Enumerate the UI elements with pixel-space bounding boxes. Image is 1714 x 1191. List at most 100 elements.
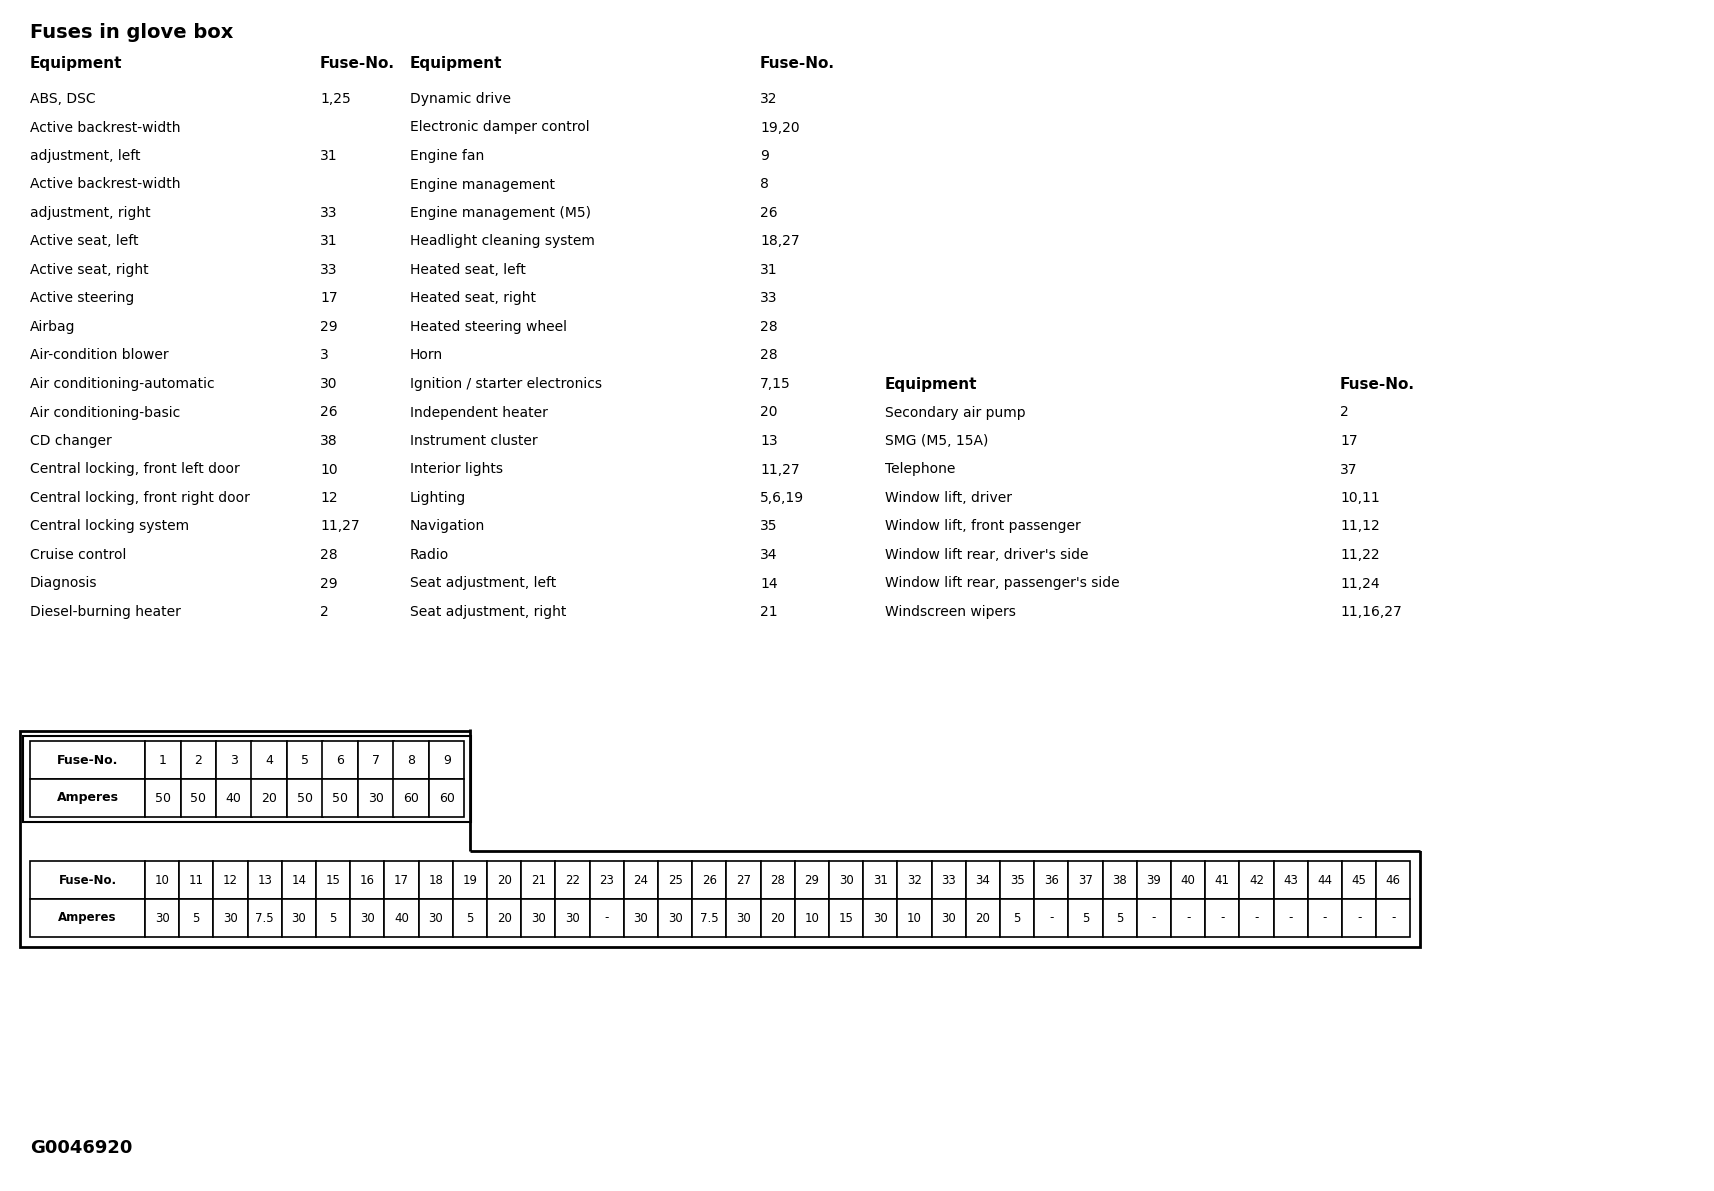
Text: 15: 15: [326, 873, 341, 886]
Text: -: -: [1253, 911, 1258, 924]
Text: 30: 30: [154, 911, 170, 924]
Text: 40: 40: [394, 911, 408, 924]
Text: 11,27: 11,27: [321, 519, 360, 534]
Bar: [1308, 899, 1342, 937]
Text: Diagnosis: Diagnosis: [29, 576, 98, 591]
Bar: [896, 861, 931, 899]
Text: 38: 38: [321, 434, 338, 448]
Text: 50: 50: [297, 792, 312, 804]
Text: 30: 30: [291, 911, 307, 924]
Text: 17: 17: [1339, 434, 1357, 448]
Bar: [29, 741, 146, 779]
Bar: [759, 899, 794, 937]
Text: Central locking system: Central locking system: [29, 519, 189, 534]
Text: Secondary air pump: Secondary air pump: [884, 405, 1025, 419]
Text: 13: 13: [759, 434, 776, 448]
Text: 20: 20: [975, 911, 989, 924]
Text: 13: 13: [257, 873, 273, 886]
Text: 50: 50: [190, 792, 206, 804]
Text: -: -: [1321, 911, 1327, 924]
Text: Diesel-burning heater: Diesel-burning heater: [29, 605, 180, 619]
Bar: [315, 861, 350, 899]
Bar: [252, 741, 286, 779]
Text: Amperes: Amperes: [58, 911, 117, 924]
Bar: [452, 861, 487, 899]
Bar: [658, 861, 692, 899]
Bar: [146, 899, 178, 937]
Bar: [281, 899, 315, 937]
Bar: [759, 861, 794, 899]
Bar: [555, 861, 590, 899]
Text: Fuse-No.: Fuse-No.: [1339, 378, 1414, 392]
Text: 22: 22: [564, 873, 579, 886]
Text: Window lift, driver: Window lift, driver: [884, 491, 1011, 505]
Text: 45: 45: [1351, 873, 1366, 886]
Text: Engine management (M5): Engine management (M5): [410, 206, 591, 220]
Bar: [965, 861, 999, 899]
Text: 30: 30: [838, 873, 854, 886]
Text: SMG (M5, 15A): SMG (M5, 15A): [884, 434, 987, 448]
Text: 2: 2: [194, 754, 202, 767]
Text: 5: 5: [466, 911, 473, 924]
Text: 33: 33: [321, 206, 338, 220]
Text: Active seat, left: Active seat, left: [29, 235, 139, 249]
Bar: [862, 861, 896, 899]
Text: 25: 25: [667, 873, 682, 886]
Text: Seat adjustment, left: Seat adjustment, left: [410, 576, 555, 591]
Bar: [999, 899, 1034, 937]
Bar: [965, 899, 999, 937]
Text: 5: 5: [329, 911, 336, 924]
Text: 39: 39: [1145, 873, 1160, 886]
Text: Seat adjustment, right: Seat adjustment, right: [410, 605, 566, 619]
Bar: [213, 899, 247, 937]
Bar: [146, 779, 180, 817]
Text: Radio: Radio: [410, 548, 449, 562]
Bar: [1308, 861, 1342, 899]
Text: 31: 31: [321, 235, 338, 249]
Text: 18,27: 18,27: [759, 235, 799, 249]
Text: Headlight cleaning system: Headlight cleaning system: [410, 235, 595, 249]
Text: 9: 9: [442, 754, 451, 767]
Text: 7.5: 7.5: [699, 911, 718, 924]
Text: -: -: [1356, 911, 1361, 924]
Text: -: -: [1152, 911, 1155, 924]
Bar: [692, 899, 727, 937]
Text: 5: 5: [300, 754, 309, 767]
Text: Airbag: Airbag: [29, 320, 75, 333]
Text: 50: 50: [154, 792, 171, 804]
Text: Active steering: Active steering: [29, 292, 134, 306]
Text: 38: 38: [1112, 873, 1126, 886]
Bar: [384, 861, 418, 899]
Text: 21: 21: [759, 605, 776, 619]
Bar: [624, 899, 658, 937]
Bar: [216, 741, 252, 779]
Text: Window lift rear, driver's side: Window lift rear, driver's side: [884, 548, 1088, 562]
Text: 60: 60: [439, 792, 454, 804]
Bar: [1102, 861, 1136, 899]
Text: 20: 20: [759, 405, 776, 419]
Text: CD changer: CD changer: [29, 434, 111, 448]
Text: 42: 42: [1248, 873, 1263, 886]
Text: adjustment, left: adjustment, left: [29, 149, 141, 163]
Bar: [590, 861, 624, 899]
Text: Heated seat, right: Heated seat, right: [410, 292, 536, 306]
Bar: [727, 861, 759, 899]
Text: 29: 29: [804, 873, 819, 886]
Bar: [178, 861, 213, 899]
Bar: [384, 899, 418, 937]
Bar: [1171, 861, 1205, 899]
Text: -: -: [1390, 911, 1395, 924]
Bar: [658, 899, 692, 937]
Bar: [1102, 899, 1136, 937]
Bar: [252, 779, 286, 817]
Text: Fuse-No.: Fuse-No.: [58, 873, 117, 886]
Bar: [487, 899, 521, 937]
Bar: [286, 741, 322, 779]
Bar: [146, 861, 178, 899]
Text: G0046920: G0046920: [29, 1139, 132, 1156]
Text: Interior lights: Interior lights: [410, 462, 502, 476]
Bar: [794, 861, 828, 899]
Bar: [178, 899, 213, 937]
Text: 20: 20: [770, 911, 785, 924]
Text: 23: 23: [598, 873, 614, 886]
